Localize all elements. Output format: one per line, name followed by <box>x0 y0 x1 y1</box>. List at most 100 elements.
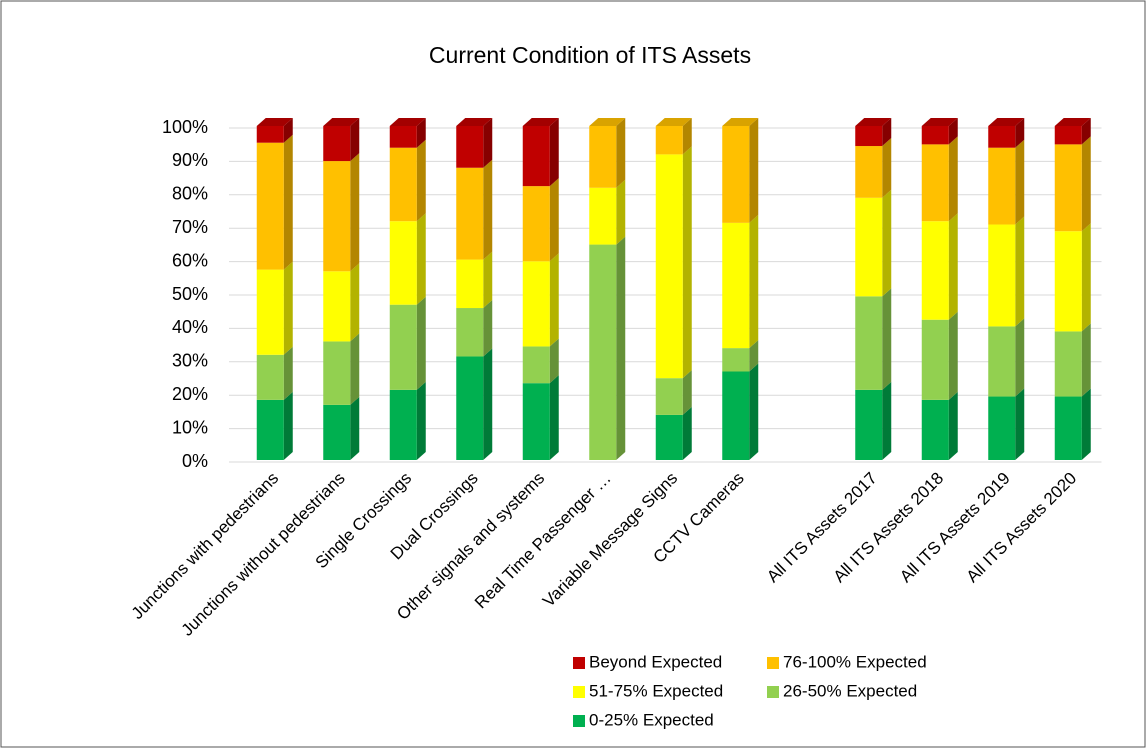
bar-segment <box>921 126 949 145</box>
bar-side <box>682 406 692 460</box>
bar-side <box>416 296 426 390</box>
legend-label: 76-100% Expected <box>783 652 927 671</box>
bar-segment <box>323 161 351 272</box>
legend-swatch <box>767 686 779 698</box>
bar-side <box>948 136 958 222</box>
bar-side <box>549 338 559 384</box>
bar-segment <box>921 399 949 460</box>
bar-side <box>882 189 892 297</box>
legend-swatch <box>573 686 585 698</box>
bar-side <box>1081 136 1091 232</box>
bar-segment <box>1054 331 1082 397</box>
bar-top <box>389 118 426 126</box>
bar-segment <box>389 304 417 390</box>
bar-side <box>749 363 759 460</box>
bar-top <box>855 118 892 126</box>
bar-top <box>921 118 958 126</box>
bar-side <box>416 213 426 305</box>
bar-side <box>1081 323 1091 397</box>
bar-side <box>283 261 293 355</box>
bar-side <box>948 118 958 145</box>
bar-segment <box>1054 144 1082 232</box>
bar-side <box>882 288 892 390</box>
bar-side <box>416 139 426 222</box>
bar-side <box>1015 216 1025 327</box>
legend-label: 0-25% Expected <box>589 710 714 729</box>
bar-segment <box>921 144 949 222</box>
bar-segment <box>456 167 484 260</box>
bar-segment <box>921 221 949 320</box>
bar-segment <box>855 296 883 390</box>
bar-segment <box>655 378 683 415</box>
bar-side <box>1015 388 1025 460</box>
bar-segment <box>256 142 284 270</box>
bar-side <box>283 134 293 270</box>
bar-side <box>749 214 759 349</box>
bar-side <box>1081 388 1091 460</box>
bar-side <box>483 251 493 309</box>
bar-top <box>522 118 559 126</box>
bar-segment <box>389 147 417 222</box>
bar-top <box>988 118 1025 126</box>
bar-side <box>948 311 958 400</box>
bar-side <box>283 391 293 460</box>
bar-segment <box>589 244 617 460</box>
bar-segment <box>988 224 1016 327</box>
bar-side <box>350 396 360 460</box>
bar-side <box>483 159 493 260</box>
bar-segment <box>256 399 284 460</box>
bar-top <box>256 118 293 126</box>
bar-side <box>283 346 293 400</box>
bar-segment <box>655 414 683 460</box>
bar-side <box>1081 118 1091 145</box>
bar-segment <box>256 354 284 400</box>
y-tick-label: 10% <box>172 417 208 437</box>
bar-segment <box>722 348 750 372</box>
y-tick-label: 90% <box>172 150 208 170</box>
bar-segment <box>1054 126 1082 145</box>
bar-side <box>1015 139 1025 225</box>
bar-side <box>483 118 493 168</box>
bar-segment <box>589 187 617 245</box>
bar-segment <box>988 396 1016 460</box>
bar-side <box>616 118 626 188</box>
bar-segment <box>722 371 750 460</box>
bar-side <box>882 138 892 198</box>
bar-side <box>350 333 360 405</box>
y-tick-label: 70% <box>172 217 208 237</box>
bar-top <box>722 118 759 126</box>
chart-title: Current Condition of ITS Assets <box>429 42 751 68</box>
y-tick-label: 0% <box>182 451 208 471</box>
bar-side <box>882 118 892 147</box>
bar-side <box>350 153 360 272</box>
legend-label: 26-50% Expected <box>783 681 917 700</box>
bar-side <box>882 381 892 460</box>
bar-side <box>283 118 293 143</box>
bar-side <box>350 118 360 162</box>
bar-segment <box>389 221 417 305</box>
bar-segment <box>456 126 484 168</box>
bar-segment <box>655 154 683 379</box>
bar-side <box>483 300 493 357</box>
bar-segment <box>921 319 949 400</box>
bar-side <box>350 263 360 342</box>
bar-segment <box>323 271 351 342</box>
legend-label: Beyond Expected <box>589 652 722 671</box>
bar-side <box>1081 223 1091 332</box>
bar-side <box>1015 318 1025 397</box>
bar-segment <box>522 126 550 187</box>
bar-side <box>549 118 559 187</box>
bar-segment <box>522 346 550 384</box>
bar-segment <box>988 147 1016 225</box>
bar-segment <box>389 126 417 148</box>
bar-segment <box>1054 231 1082 332</box>
bar-segment <box>589 126 617 188</box>
bar-side <box>549 178 559 262</box>
legend-swatch <box>573 715 585 727</box>
bar-segment <box>722 126 750 223</box>
bar-segment <box>456 308 484 357</box>
y-tick-label: 40% <box>172 317 208 337</box>
bar-side <box>616 179 626 245</box>
